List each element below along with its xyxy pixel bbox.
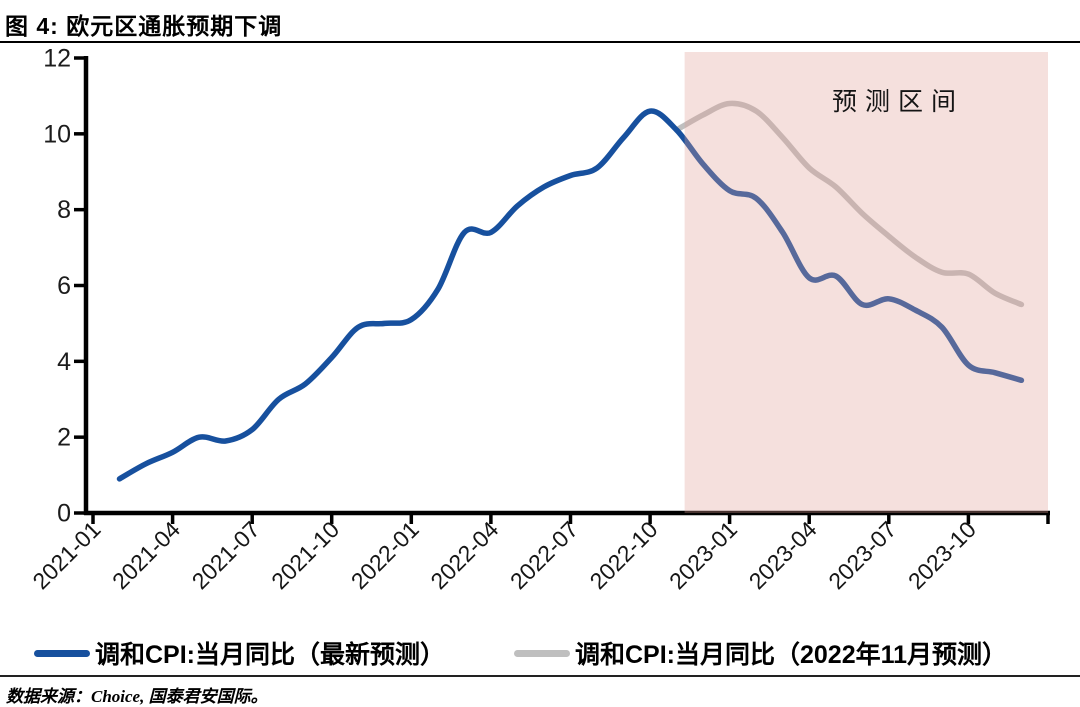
legend-label: 调和CPI:当月同比（2022年11月预测） — [575, 641, 1008, 669]
series-line-1 — [673, 100, 1025, 308]
x-tick-label: 2021-01 — [27, 516, 105, 594]
chart-header: 图 4: 欧元区通胀预期下调 — [0, 0, 1080, 43]
x-tick-label: 2023-04 — [744, 516, 822, 594]
legend-line-swatch-gray — [514, 649, 570, 657]
chart-title: 图 4: 欧元区通胀预期下调 — [5, 13, 283, 39]
y-tick-label: 4 — [57, 348, 71, 376]
y-tick-label: 2 — [57, 424, 71, 452]
x-tick-label: 2023-01 — [664, 516, 742, 594]
y-tick-label: 6 — [57, 272, 71, 300]
legend-entry-latest-forecast: 调和CPI:当月同比（最新预测） — [34, 635, 445, 671]
x-tick-label: 2022-04 — [425, 516, 503, 594]
x-tick-label: 2021-10 — [266, 516, 344, 594]
chart-legend: 调和CPI:当月同比（最新预测） 调和CPI:当月同比（2022年11月预测） — [0, 629, 1080, 669]
x-tick-label: 2021-04 — [107, 516, 185, 594]
legend-entry-nov2022-forecast: 调和CPI:当月同比（2022年11月预测） — [514, 635, 1007, 671]
legend-line-swatch-blue — [34, 649, 90, 657]
x-tick-label: 2023-07 — [823, 516, 901, 594]
series-line-0 — [116, 108, 1025, 482]
chart-footer: 数据来源：Choice, 国泰君安国际。 — [0, 675, 1080, 707]
legend-label: 调和CPI:当月同比（最新预测） — [95, 641, 446, 669]
x-tick-label: 2022-01 — [346, 516, 424, 594]
y-tick-label: 10 — [43, 120, 71, 148]
x-tick-label: 2023-10 — [903, 516, 981, 594]
data-source-note: 数据来源：Choice, 国泰君安国际。 — [6, 687, 268, 706]
y-tick-label: 0 — [57, 500, 71, 528]
y-tick-label: 12 — [43, 45, 71, 73]
forecast-region — [684, 52, 1048, 513]
x-tick-label: 2022-10 — [585, 516, 663, 594]
forecast-region-label: 预测区间 — [832, 88, 964, 116]
x-tick-label: 2022-07 — [505, 516, 583, 594]
y-tick-label: 8 — [57, 196, 71, 224]
chart-area: 0 2 4 6 8 10 12 2021-01 2021-04 2021-07 2021-10 202… — [0, 43, 1080, 627]
x-tick-label: 2021-07 — [187, 516, 265, 594]
